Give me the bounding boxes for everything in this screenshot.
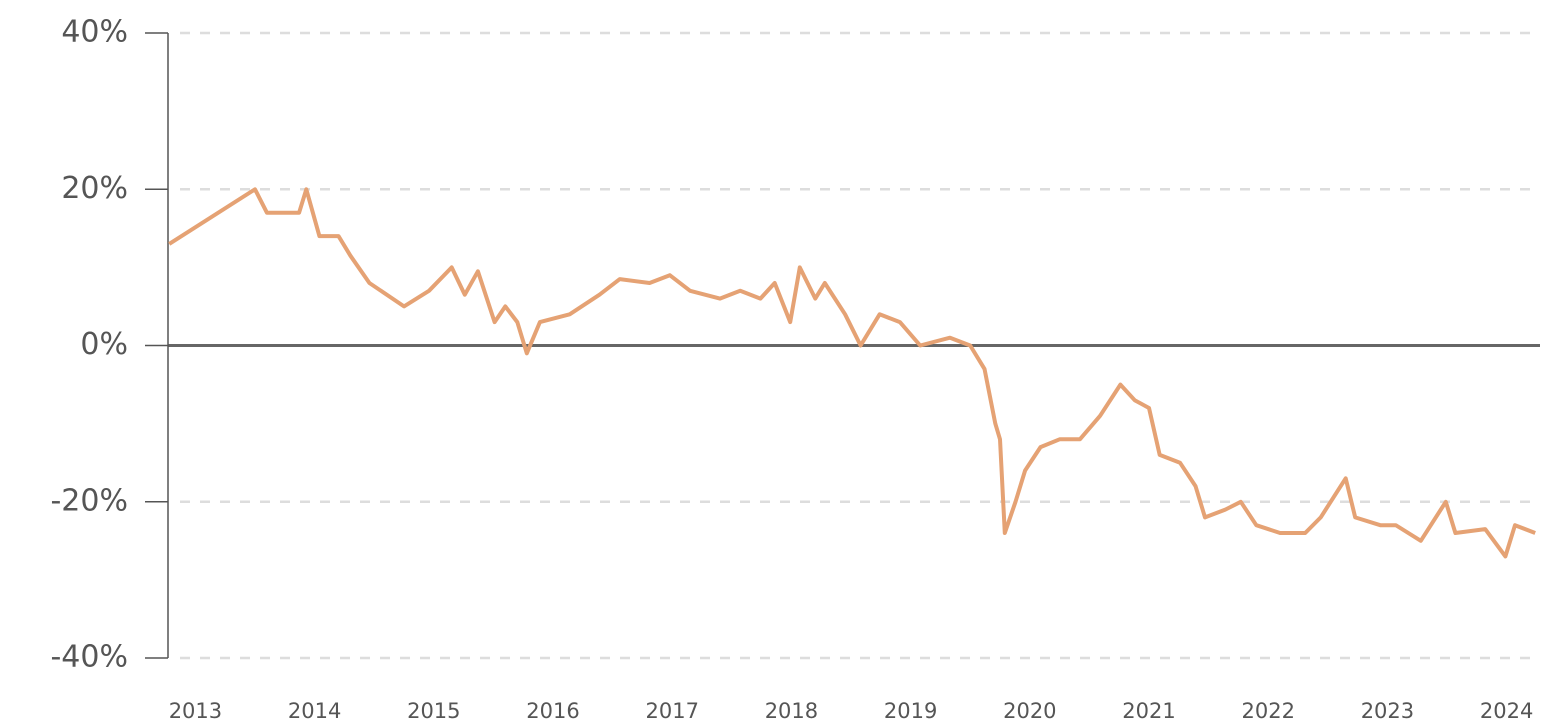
x-tick-label: 2016: [526, 699, 579, 723]
y-tick-label: 20%: [61, 171, 128, 206]
x-tick-label: 2020: [1003, 699, 1056, 723]
x-tick-label: 2014: [288, 699, 341, 723]
y-tick-label: -20%: [50, 483, 128, 518]
x-tick-label: 2022: [1241, 699, 1294, 723]
x-tick-label: 2019: [884, 699, 937, 723]
line-series: [168, 187, 1536, 559]
y-tick-label: 40%: [61, 15, 128, 50]
x-tick-label: 2015: [407, 699, 460, 723]
x-tick-label: 2023: [1361, 699, 1414, 723]
x-tick-label: 2018: [765, 699, 818, 723]
x-tick-label: 2024: [1480, 699, 1533, 723]
y-tick-label: -40%: [50, 640, 128, 675]
x-tick-label: 2021: [1122, 699, 1175, 723]
x-tick-label: 2017: [645, 699, 698, 723]
x-tick-label: 2013: [169, 699, 222, 723]
y-tick-label: 0%: [80, 327, 128, 362]
